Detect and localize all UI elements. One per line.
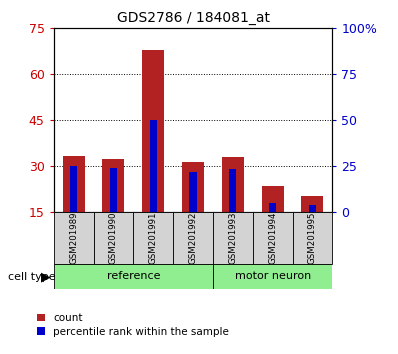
Title: GDS2786 / 184081_at: GDS2786 / 184081_at xyxy=(117,11,269,24)
Bar xyxy=(142,50,164,212)
Text: GSM201993: GSM201993 xyxy=(228,212,237,264)
FancyBboxPatch shape xyxy=(213,264,332,289)
Legend: count, percentile rank within the sample: count, percentile rank within the sample xyxy=(37,313,229,337)
Bar xyxy=(229,169,236,212)
Bar xyxy=(189,172,197,212)
Bar xyxy=(269,203,276,212)
Text: GSM201989: GSM201989 xyxy=(69,212,78,264)
FancyBboxPatch shape xyxy=(133,212,173,264)
FancyBboxPatch shape xyxy=(173,212,213,264)
Bar xyxy=(222,157,244,212)
Text: GSM201990: GSM201990 xyxy=(109,212,118,264)
Text: cell type: cell type xyxy=(8,272,56,282)
Bar xyxy=(110,168,117,212)
Text: GSM201995: GSM201995 xyxy=(308,212,317,264)
FancyBboxPatch shape xyxy=(213,212,253,264)
FancyBboxPatch shape xyxy=(293,212,332,264)
Bar xyxy=(150,120,157,212)
Text: reference: reference xyxy=(107,271,160,281)
Text: motor neuron: motor neuron xyxy=(234,271,311,281)
FancyBboxPatch shape xyxy=(253,212,293,264)
FancyBboxPatch shape xyxy=(54,264,213,289)
Bar xyxy=(102,159,124,212)
FancyBboxPatch shape xyxy=(94,212,133,264)
Text: ▶: ▶ xyxy=(41,270,51,283)
Bar xyxy=(182,162,204,212)
Text: GSM201991: GSM201991 xyxy=(149,212,158,264)
Bar xyxy=(70,166,77,212)
FancyBboxPatch shape xyxy=(54,212,94,264)
Text: GSM201992: GSM201992 xyxy=(189,212,197,264)
Bar xyxy=(309,205,316,212)
Bar xyxy=(63,156,84,212)
Text: GSM201994: GSM201994 xyxy=(268,212,277,264)
Bar xyxy=(301,195,323,212)
Bar xyxy=(261,186,283,212)
